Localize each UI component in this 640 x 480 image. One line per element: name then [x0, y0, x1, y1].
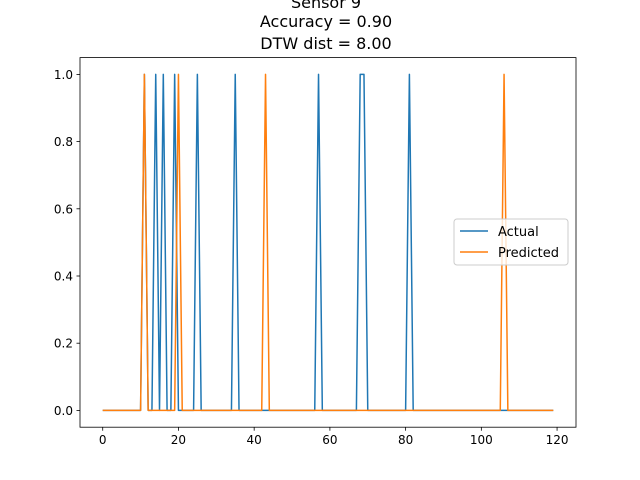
legend-label-predicted: Predicted — [498, 246, 559, 261]
chart-title-line-1: Sensor 9 — [291, 0, 361, 12]
x-tick-label: 60 — [322, 433, 337, 447]
y-axis: 0.0 0.2 0.4 0.6 0.8 1.0 — [54, 68, 80, 418]
chart-title-line-3: DTW dist = 8.00 — [260, 34, 391, 53]
chart-title-line-2: Accuracy = 0.90 — [260, 12, 392, 31]
legend-label-actual: Actual — [498, 225, 539, 240]
x-tick-label: 40 — [247, 433, 262, 447]
y-tick-label: 1.0 — [54, 68, 73, 82]
axes-frame — [79, 57, 577, 428]
series-line-predicted — [102, 73, 554, 412]
y-tick-label: 0.4 — [54, 270, 73, 284]
x-axis: 0 20 40 60 80 100 120 — [99, 427, 569, 447]
plot-area — [102, 73, 554, 412]
chart-title: Sensor 9 Accuracy = 0.90 DTW dist = 8.00 — [260, 0, 392, 53]
x-tick-label: 100 — [470, 433, 493, 447]
x-tick-label: 20 — [171, 433, 186, 447]
x-tick-label: 80 — [398, 433, 413, 447]
y-tick-label: 0.8 — [54, 135, 73, 149]
y-tick-label: 0.2 — [54, 337, 73, 351]
y-tick-label: 0.0 — [54, 404, 73, 418]
x-tick-label: 120 — [546, 433, 569, 447]
x-tick-label: 0 — [99, 433, 107, 447]
y-tick-label: 0.6 — [54, 202, 73, 216]
legend: Actual Predicted — [453, 218, 569, 266]
